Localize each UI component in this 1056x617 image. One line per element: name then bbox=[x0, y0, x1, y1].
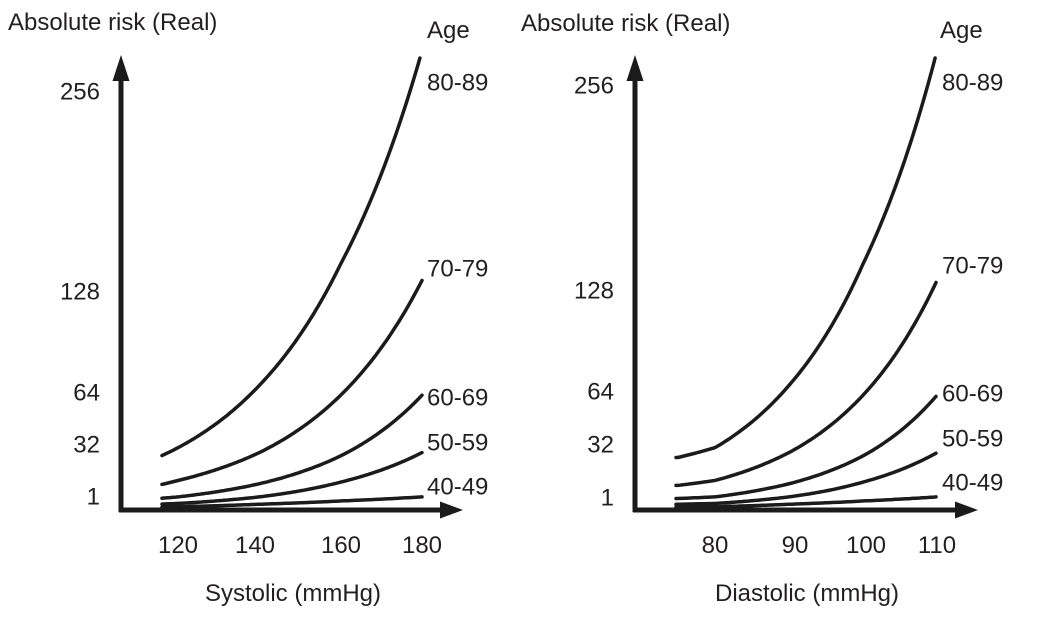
x-axis-arrow-icon bbox=[955, 501, 978, 519]
age-series-label: 70-79 bbox=[427, 256, 488, 283]
age-series-label: 70-79 bbox=[942, 253, 1003, 280]
age-series-label: 40-49 bbox=[427, 474, 488, 501]
chart-panel-left: 256 128 64 32 1 120 140 160 180 80-89 70-79 60-69 50… bbox=[60, 55, 488, 559]
y-tick-label: 1 bbox=[87, 484, 100, 511]
right-chart-title: Absolute risk (Real) bbox=[521, 10, 731, 37]
x-axis-arrow-icon bbox=[440, 501, 463, 519]
risk-curve-60-69 bbox=[160, 393, 424, 500]
risk-curve-80-89 bbox=[674, 56, 937, 460]
y-tick-label: 64 bbox=[73, 380, 100, 407]
chart-panel-right: 256 128 64 32 1 80 90 100 110 80-89 70-79 60-69 50-5… bbox=[574, 55, 1003, 559]
x-tick-label: 90 bbox=[782, 532, 809, 559]
x-tick-label: 180 bbox=[402, 532, 442, 559]
risk-curve-40-49 bbox=[160, 495, 424, 509]
x-tick-label: 100 bbox=[846, 532, 886, 559]
risk-curve-60-69 bbox=[674, 394, 938, 501]
y-tick-label: 256 bbox=[574, 73, 614, 100]
age-series-label: 60-69 bbox=[942, 381, 1003, 408]
age-series-label: 50-59 bbox=[942, 426, 1003, 453]
y-tick-label: 1 bbox=[601, 485, 614, 512]
x-tick-label: 80 bbox=[702, 532, 729, 559]
left-age-legend-title: Age bbox=[427, 17, 470, 44]
risk-curve-50-59 bbox=[160, 450, 424, 506]
right-x-axis-title: Diastolic (mmHg) bbox=[714, 580, 900, 607]
y-tick-label: 128 bbox=[60, 279, 100, 306]
risk-curve-70-79 bbox=[160, 278, 424, 487]
y-axis-arrow-icon bbox=[626, 55, 644, 81]
y-tick-label: 32 bbox=[73, 432, 100, 459]
right-age-legend-title: Age bbox=[940, 17, 983, 44]
x-tick-label: 160 bbox=[321, 532, 361, 559]
age-series-label: 50-59 bbox=[427, 430, 488, 457]
age-series-label: 80-89 bbox=[427, 70, 488, 97]
left-x-axis-title: Systolic (mmHg) bbox=[204, 580, 382, 607]
risk-curve-40-49 bbox=[674, 495, 938, 509]
x-tick-label: 110 bbox=[918, 532, 956, 559]
x-tick-label: 120 bbox=[158, 532, 198, 559]
y-tick-label: 256 bbox=[60, 79, 100, 106]
left-chart-title: Absolute risk (Real) bbox=[8, 9, 218, 36]
y-tick-label: 32 bbox=[587, 432, 614, 459]
y-tick-label: 128 bbox=[574, 278, 614, 305]
y-tick-label: 64 bbox=[587, 379, 614, 406]
age-series-label: 80-89 bbox=[942, 70, 1003, 97]
age-series-label: 60-69 bbox=[427, 385, 488, 412]
risk-curve-80-89 bbox=[160, 56, 422, 458]
risk-curve-70-79 bbox=[674, 280, 938, 488]
risk-curve-50-59 bbox=[674, 451, 938, 507]
x-tick-label: 140 bbox=[235, 532, 275, 559]
age-series-label: 40-49 bbox=[942, 470, 1003, 497]
y-axis-arrow-icon bbox=[112, 55, 130, 81]
